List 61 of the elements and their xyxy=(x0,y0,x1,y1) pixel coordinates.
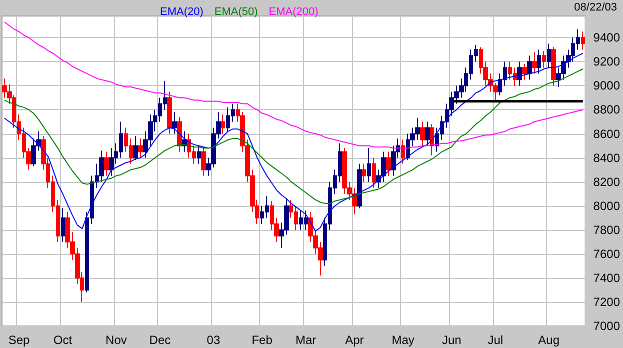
candlestick xyxy=(401,139,405,164)
y-tick-label: 8000 xyxy=(593,198,620,213)
y-tick-label: 7600 xyxy=(593,246,620,261)
x-tick-label: Sep xyxy=(8,333,30,347)
candlestick xyxy=(503,61,507,86)
text: EMA(200) xyxy=(268,6,318,18)
candlestick xyxy=(138,138,143,158)
candlestick xyxy=(61,208,65,242)
candlestick xyxy=(357,163,362,209)
text: 08/22/03 xyxy=(574,2,618,14)
candlestick xyxy=(362,163,366,182)
y-tick-label: 7000 xyxy=(593,319,620,333)
candlestick xyxy=(527,55,532,80)
candlestick xyxy=(425,121,430,146)
x-tick-label: Jul xyxy=(488,333,504,347)
candlestick xyxy=(386,151,391,176)
y-tick-label: 9200 xyxy=(593,54,620,69)
candlestick xyxy=(522,64,527,80)
candlestick xyxy=(547,43,551,68)
y-tick-label: 7200 xyxy=(593,294,620,309)
x-tick-label: Apr xyxy=(345,333,364,347)
x-tick-label: Oct xyxy=(53,333,73,347)
candlestick xyxy=(542,50,546,68)
candlestick xyxy=(201,148,206,176)
y-tick-label: 7400 xyxy=(593,270,620,285)
text: EMA(20) xyxy=(160,6,204,18)
y-tick-label: 8800 xyxy=(593,102,620,117)
text: EMA(50) xyxy=(214,6,258,18)
x-tick-label: Nov xyxy=(106,333,127,347)
x-tick-label: Dec xyxy=(149,333,171,347)
y-tick-label: 9400 xyxy=(593,30,620,45)
line-series xyxy=(4,52,584,232)
candlestick xyxy=(133,136,138,161)
candlestick xyxy=(104,151,109,176)
y-tick-label: 8200 xyxy=(593,174,620,189)
candlestick xyxy=(517,61,522,86)
candlestick xyxy=(109,148,114,176)
candlestick xyxy=(372,157,376,188)
candlestick xyxy=(197,145,201,164)
line-series xyxy=(4,22,584,149)
x-tick-label: Feb xyxy=(252,333,273,347)
candlestick xyxy=(420,121,425,146)
candlestick xyxy=(167,91,172,134)
y-tick-label: 8400 xyxy=(593,150,620,165)
line-series xyxy=(4,68,584,204)
candlestick xyxy=(581,31,585,50)
y-tick-label: 8600 xyxy=(593,126,620,141)
candlestick xyxy=(367,148,371,182)
x-tick-label: Mar xyxy=(295,333,316,347)
candlestick xyxy=(537,49,541,74)
candlestick xyxy=(498,73,502,96)
y-tick-label: 9000 xyxy=(593,78,620,93)
x-tick-label: 03 xyxy=(206,333,220,347)
x-tick-label: May xyxy=(392,333,414,347)
x-tick-label: Jun xyxy=(442,333,462,347)
x-tick-label: Aug xyxy=(538,333,560,347)
y-tick-label: 7800 xyxy=(593,222,620,237)
candlestick xyxy=(532,52,537,74)
candlestick xyxy=(172,112,177,134)
candlestick xyxy=(551,46,556,86)
candlestick xyxy=(221,114,225,134)
